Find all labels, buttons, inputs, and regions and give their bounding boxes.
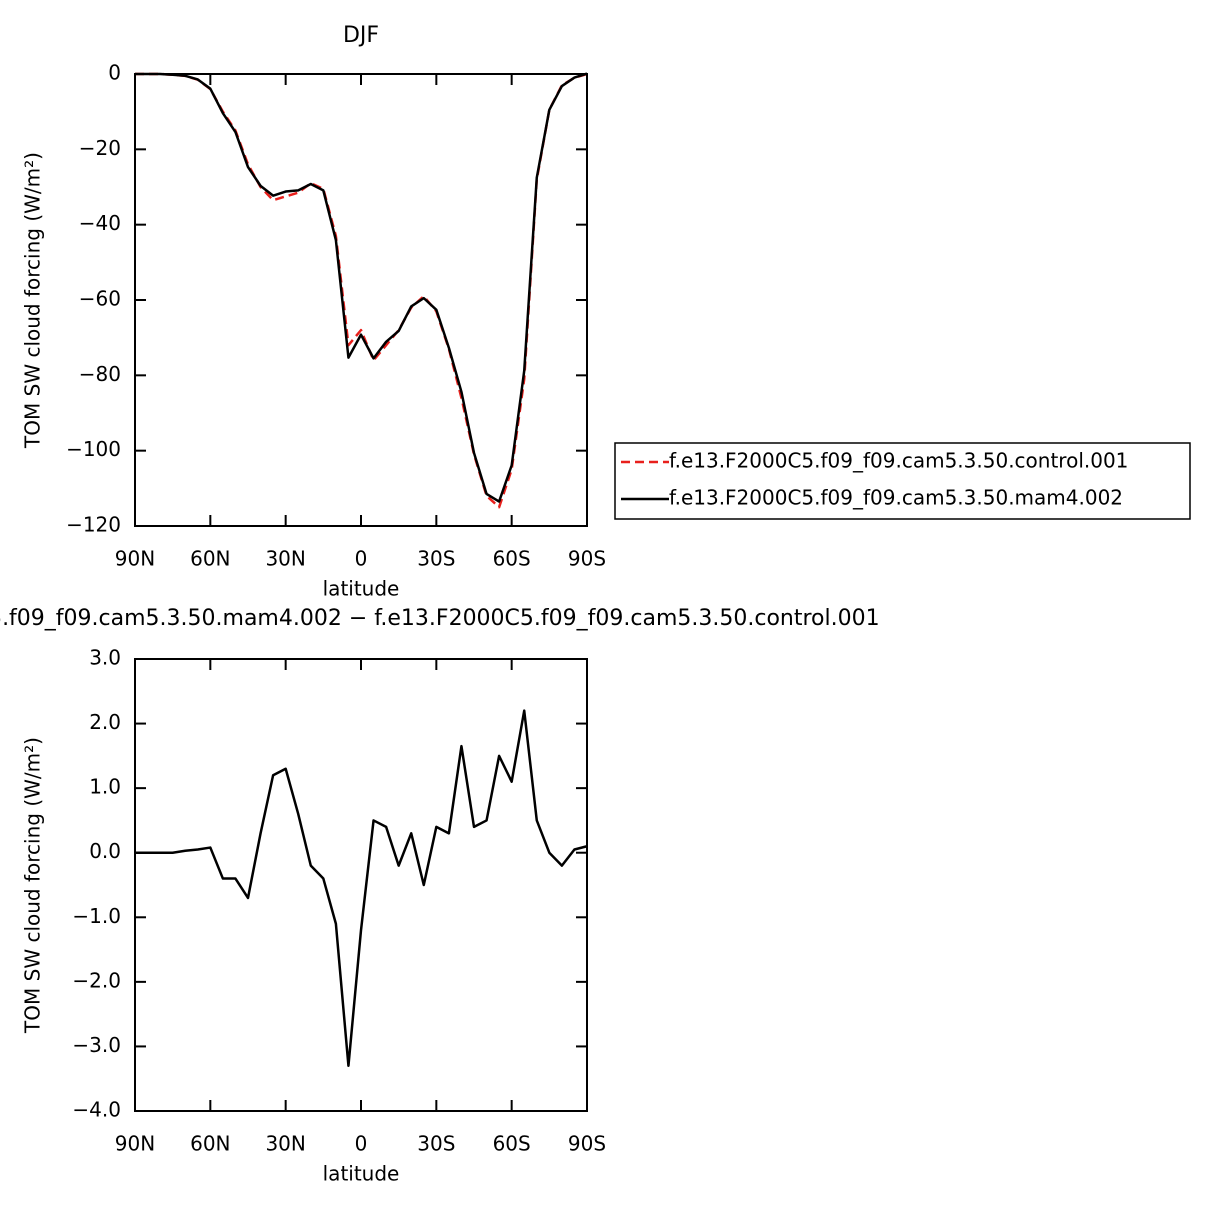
x-tick-label: 60N [190, 547, 230, 571]
data-line [135, 72, 588, 503]
y-tick-label: −100 [66, 437, 121, 461]
y-axis-label: TOM SW cloud forcing (W/m²) [21, 737, 45, 1034]
legend-label: f.e13.F2000C5.f09_f09.cam5.3.50.control.… [669, 449, 1128, 473]
y-tick-label: −3.0 [72, 1033, 121, 1057]
x-tick-label: 90N [115, 547, 155, 571]
x-tick-label: 90S [568, 1132, 606, 1156]
x-tick-label: 90S [568, 547, 606, 571]
y-tick-label: 1.0 [89, 775, 121, 799]
y-tick-label: −4.0 [72, 1098, 121, 1122]
legend-label: f.e13.F2000C5.f09_f09.cam5.3.50.mam4.002 [669, 486, 1123, 510]
x-tick-label: 0 [355, 547, 368, 571]
plot-frame [134, 658, 588, 1112]
y-tick-label: −2.0 [72, 968, 121, 992]
y-tick-label: −40 [79, 211, 121, 235]
x-tick-label: 30S [417, 1132, 455, 1156]
y-tick-label: −20 [79, 136, 121, 160]
x-tick-label: 30S [417, 547, 455, 571]
chart-title: f.e13.F2000C5.f09_f09.cam5.3.50.mam4.002… [0, 606, 880, 631]
x-tick-label: 60S [493, 547, 531, 571]
y-tick-label: −1.0 [72, 904, 121, 928]
x-axis-label: latitude [323, 577, 400, 601]
y-axis-label: TOM SW cloud forcing (W/m²) [21, 152, 45, 449]
y-tick-label: 2.0 [89, 710, 121, 734]
plot-frame [134, 73, 588, 527]
y-tick-label: −80 [79, 362, 121, 386]
y-tick-label: 0 [108, 61, 121, 85]
legend-box [614, 442, 1191, 520]
data-line [135, 72, 588, 509]
y-tick-label: 0.0 [89, 839, 121, 863]
y-tick-label: 3.0 [89, 646, 121, 670]
y-tick-label: −60 [79, 287, 121, 311]
x-tick-label: 90N [115, 1132, 155, 1156]
x-tick-label: 30N [265, 1132, 305, 1156]
chart-title: DJF [343, 23, 379, 48]
x-tick-label: 60N [190, 1132, 230, 1156]
x-tick-label: 0 [355, 1132, 368, 1156]
x-tick-label: 60S [493, 1132, 531, 1156]
x-axis-label: latitude [323, 1162, 400, 1186]
x-tick-label: 30N [265, 547, 305, 571]
data-line [135, 709, 588, 1068]
y-tick-label: −120 [66, 513, 121, 537]
